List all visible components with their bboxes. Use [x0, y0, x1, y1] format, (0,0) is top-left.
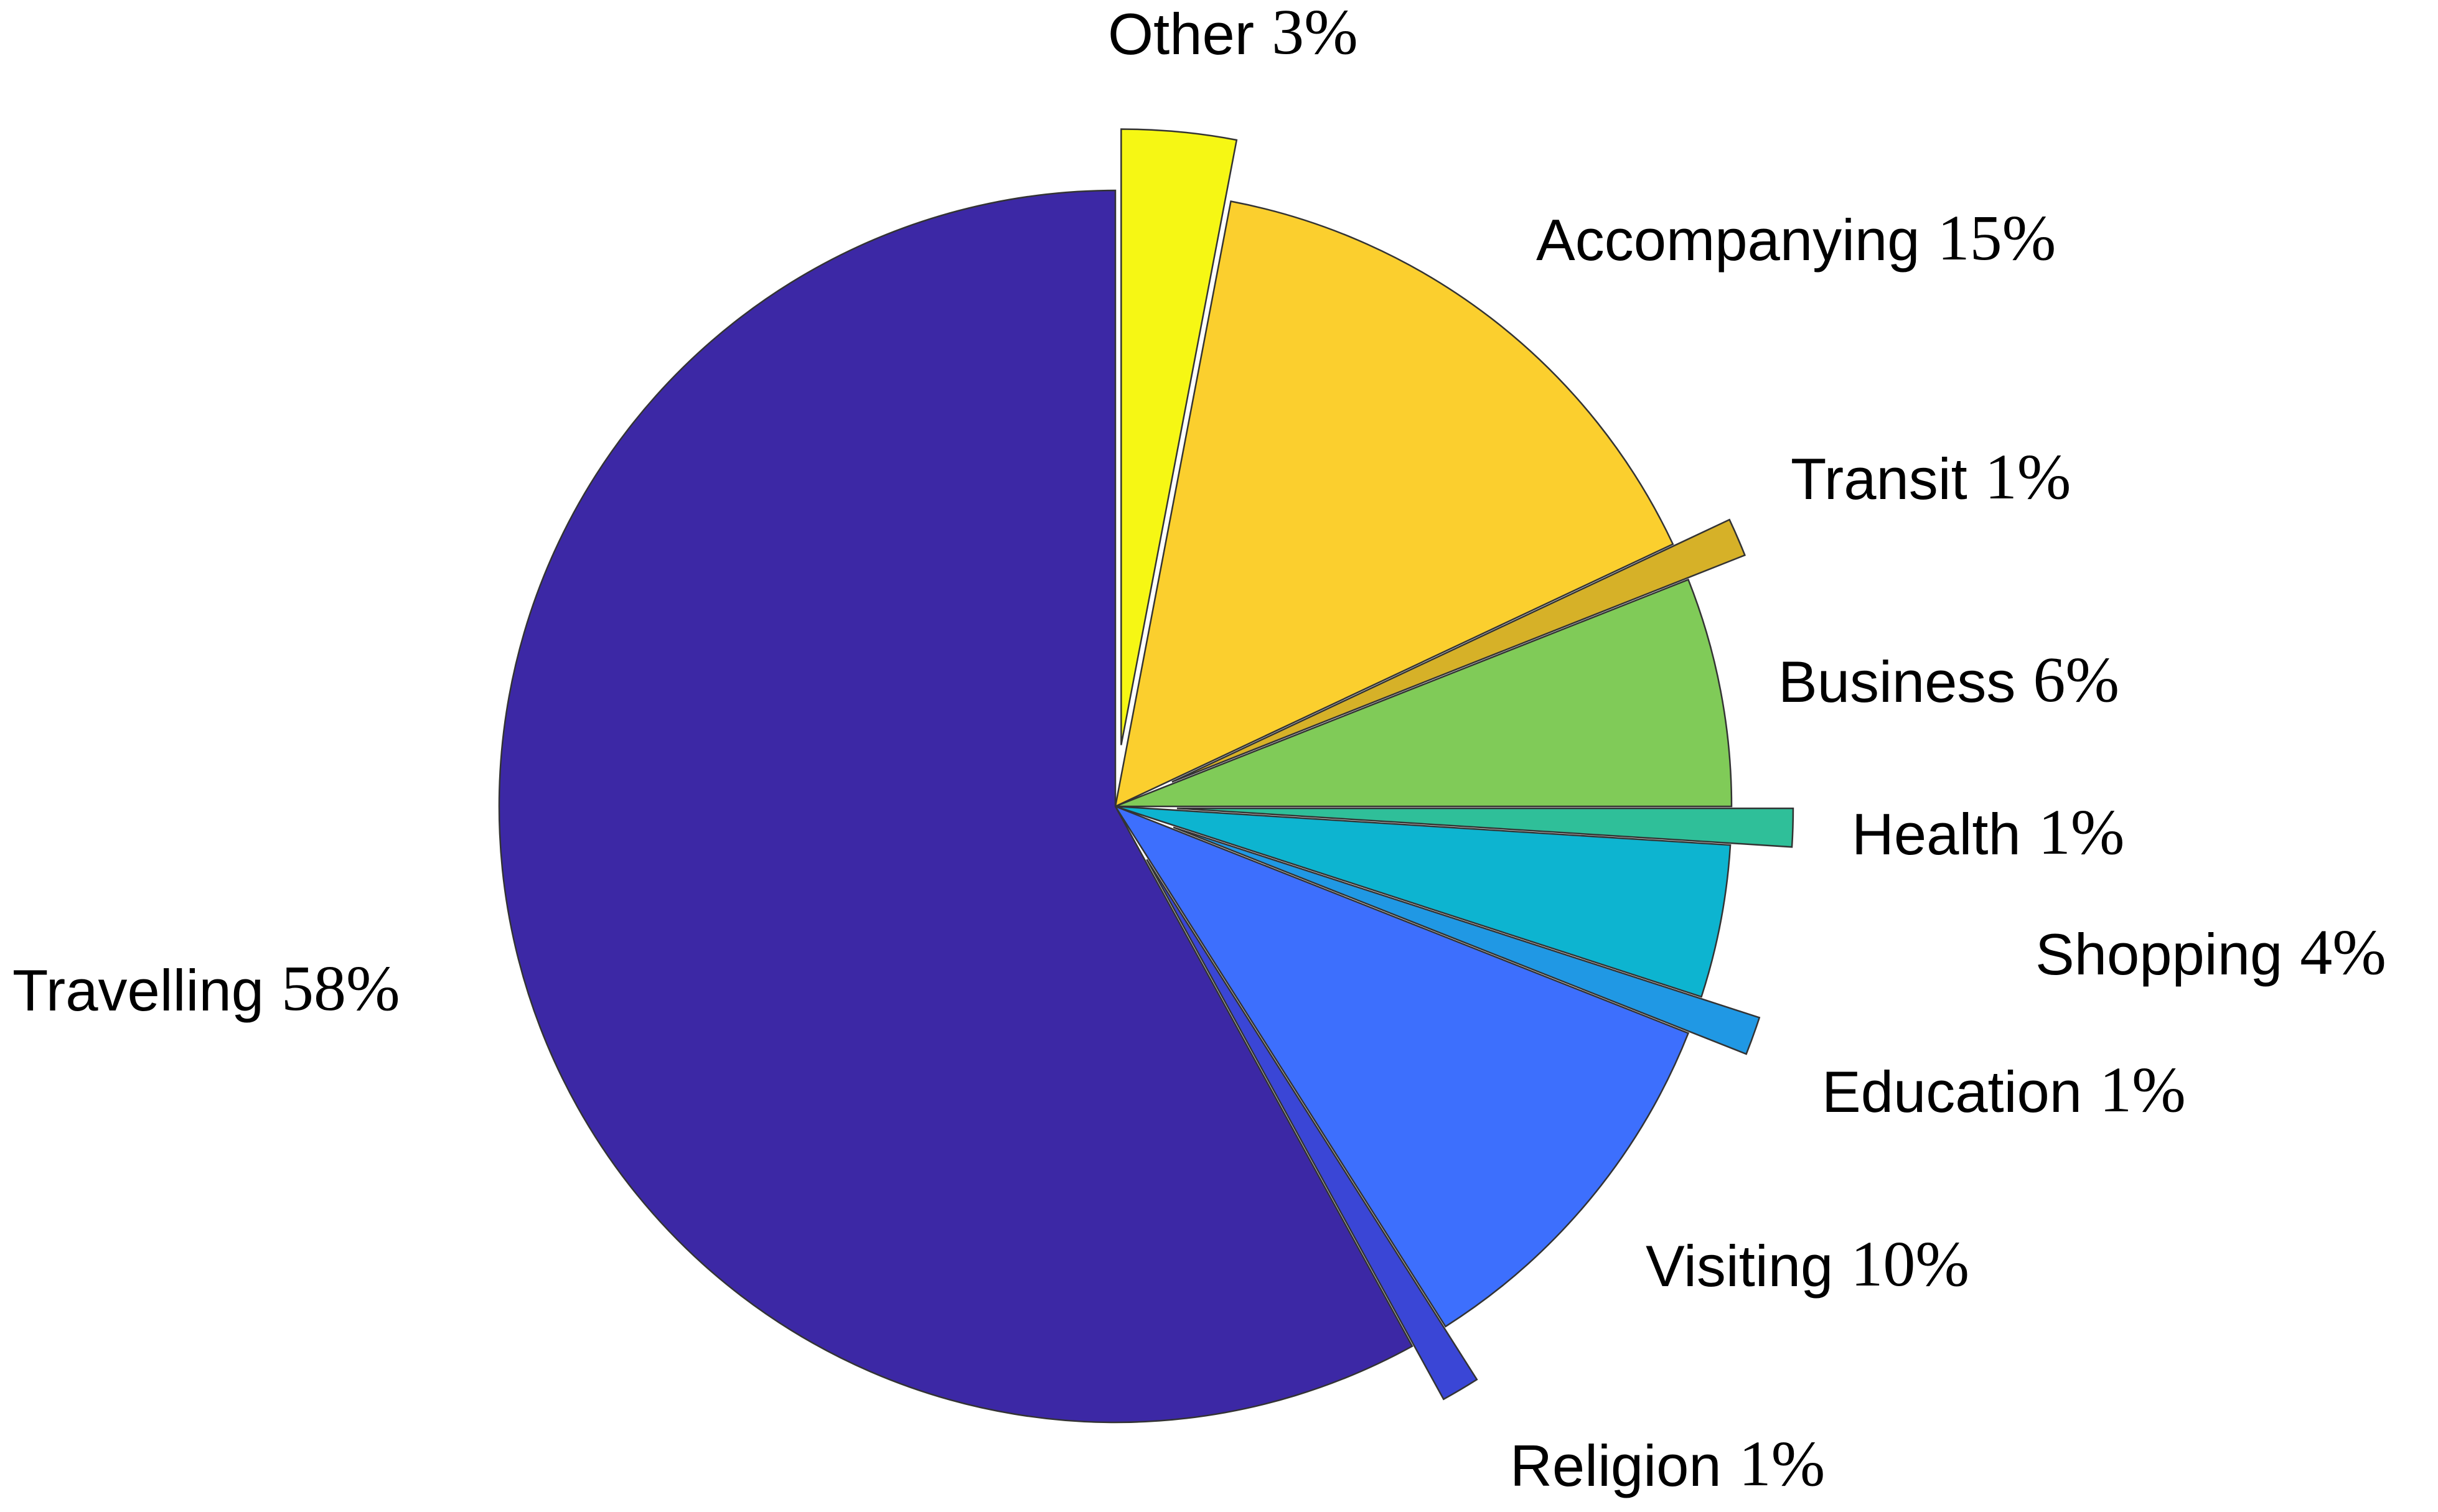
slice-percent: 6%: [2033, 644, 2119, 716]
slice-percent: 10%: [1850, 1228, 1969, 1300]
slice-name: Education: [1822, 1059, 2082, 1124]
slice-label: Visiting 10%: [1646, 1228, 1969, 1300]
slice-percent: 1%: [1985, 441, 2071, 513]
slice-name: Accompanying: [1536, 207, 1920, 273]
slice-label: Health 1%: [1852, 796, 2124, 868]
pie-slice: [1120, 128, 1238, 745]
slice-name: Transit: [1791, 446, 1967, 511]
pie-slice: [1173, 826, 1761, 1055]
slice-label: Transit 1%: [1791, 441, 2071, 513]
slice-name: Other: [1108, 1, 1254, 67]
pie-slice: [1146, 859, 1478, 1401]
slice-label: Travelling 58%: [12, 953, 400, 1024]
slice-percent: 15%: [1938, 202, 2056, 274]
slice-percent: 58%: [281, 953, 400, 1024]
slice-percent: 1%: [2099, 1054, 2186, 1126]
slice-label: Religion 1%: [1510, 1428, 1825, 1500]
slice-name: Religion: [1510, 1433, 1722, 1498]
slice-label: Other 3%: [1108, 0, 1358, 68]
pie-slice: [1115, 578, 1733, 808]
slice-name: Shopping: [2035, 922, 2282, 987]
slice-name: Travelling: [12, 958, 264, 1023]
pie-slice: [1114, 200, 1674, 808]
slice-name: Visiting: [1646, 1233, 1833, 1299]
slice-name: Business: [1778, 649, 2015, 714]
slice-percent: 1%: [2038, 796, 2125, 868]
slice-label: Education 1%: [1822, 1054, 2186, 1126]
slice-label: Business 6%: [1778, 644, 2119, 716]
pie-slice: [498, 189, 1414, 1424]
slice-percent: 1%: [1739, 1428, 1826, 1500]
slice-percent: 3%: [1272, 0, 1358, 68]
pie-slice: [1115, 805, 1732, 998]
pie-slice: [1113, 805, 1690, 1328]
pie-slice: [1176, 807, 1794, 848]
slice-name: Health: [1852, 801, 2021, 867]
slice-percent: 4%: [2300, 917, 2386, 988]
slice-label: Accompanying 15%: [1536, 202, 2056, 274]
pie-slice: [1171, 518, 1746, 783]
slice-label: Shopping 4%: [2035, 917, 2386, 988]
